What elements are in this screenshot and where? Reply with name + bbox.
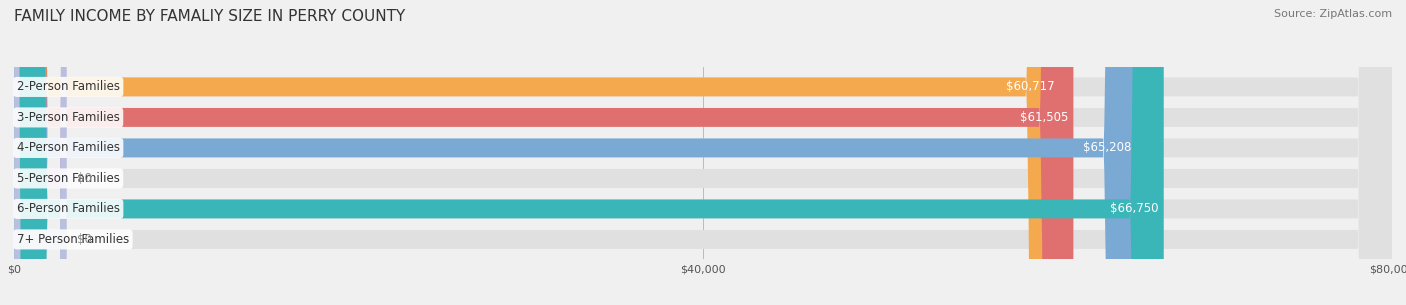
FancyBboxPatch shape	[14, 0, 1392, 305]
FancyBboxPatch shape	[14, 0, 1392, 305]
Text: $0: $0	[77, 233, 93, 246]
Text: FAMILY INCOME BY FAMALIY SIZE IN PERRY COUNTY: FAMILY INCOME BY FAMALIY SIZE IN PERRY C…	[14, 9, 405, 24]
FancyBboxPatch shape	[14, 0, 66, 305]
Text: Source: ZipAtlas.com: Source: ZipAtlas.com	[1274, 9, 1392, 19]
Text: 6-Person Families: 6-Person Families	[17, 203, 120, 215]
FancyBboxPatch shape	[14, 0, 1137, 305]
Text: 3-Person Families: 3-Person Families	[17, 111, 120, 124]
FancyBboxPatch shape	[14, 0, 1392, 305]
Text: $0: $0	[77, 172, 93, 185]
FancyBboxPatch shape	[14, 0, 1392, 305]
FancyBboxPatch shape	[14, 0, 1164, 305]
FancyBboxPatch shape	[14, 0, 1392, 305]
Text: 5-Person Families: 5-Person Families	[17, 172, 120, 185]
Text: 4-Person Families: 4-Person Families	[17, 142, 120, 154]
FancyBboxPatch shape	[14, 0, 1392, 305]
Text: 2-Person Families: 2-Person Families	[17, 81, 120, 93]
Text: $60,717: $60,717	[1005, 81, 1054, 93]
FancyBboxPatch shape	[14, 0, 1060, 305]
Text: $65,208: $65,208	[1083, 142, 1132, 154]
Text: $66,750: $66,750	[1109, 203, 1159, 215]
FancyBboxPatch shape	[14, 0, 66, 305]
Text: 7+ Person Families: 7+ Person Families	[17, 233, 129, 246]
FancyBboxPatch shape	[14, 0, 1073, 305]
Text: $61,505: $61,505	[1019, 111, 1069, 124]
